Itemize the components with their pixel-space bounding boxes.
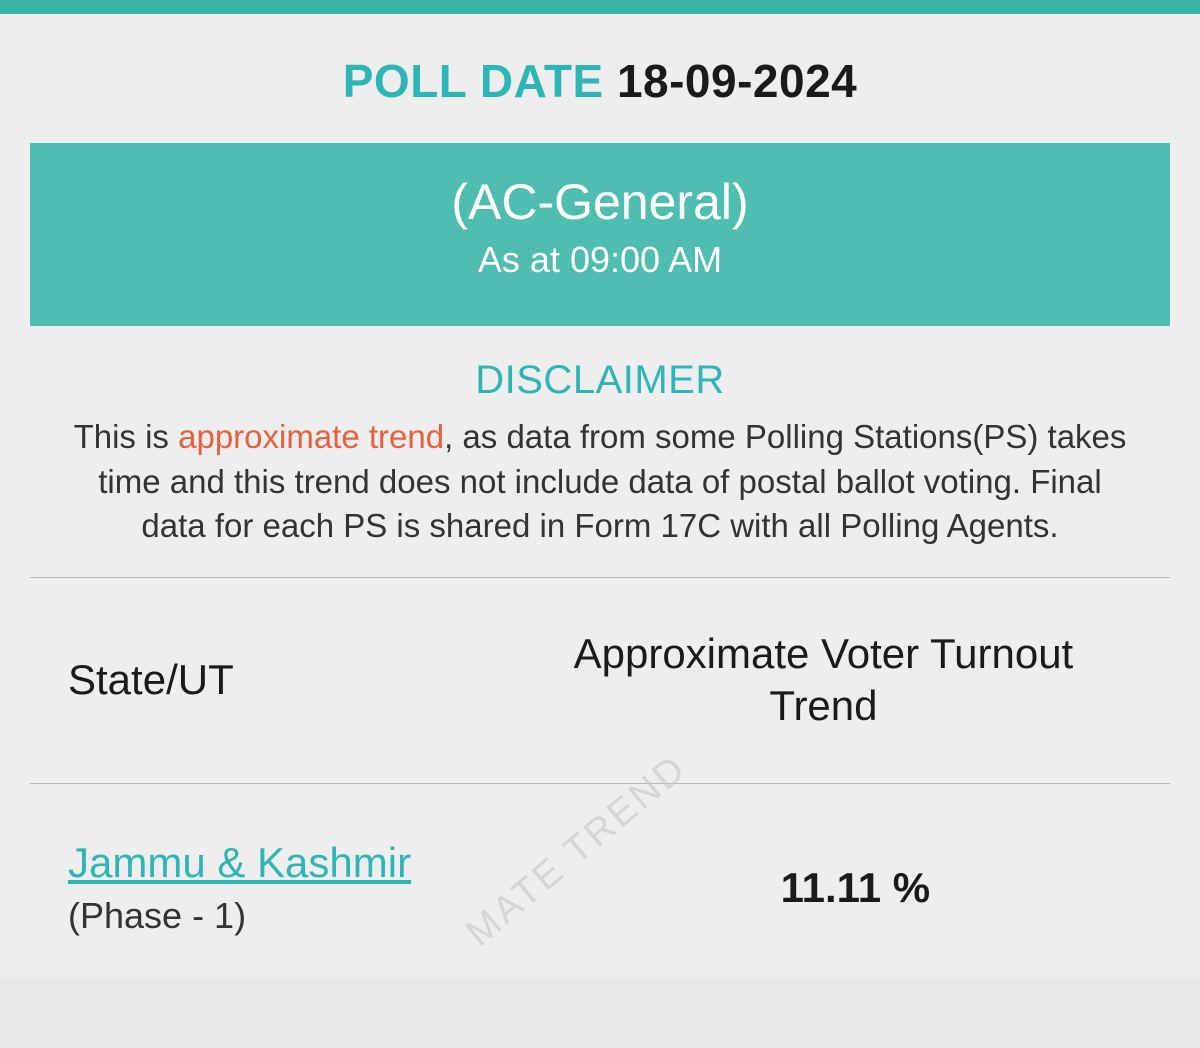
state-link[interactable]: Jammu & Kashmir <box>68 839 411 887</box>
state-cell: Jammu & Kashmir (Phase - 1) <box>68 839 579 937</box>
table-header-row: State/UT Approximate Voter Turnout Trend <box>30 578 1170 784</box>
disclaimer-text-before: This is <box>74 418 179 455</box>
disclaimer-title: DISCLAIMER <box>68 358 1132 403</box>
table-data-row: MATE TREND Jammu & Kashmir (Phase - 1) 1… <box>30 784 1170 977</box>
disclaimer-section: DISCLAIMER This is approximate trend, as… <box>30 326 1170 578</box>
poll-date-value: 18-09-2024 <box>617 55 857 107</box>
disclaimer-text: This is approximate trend, as data from … <box>68 415 1132 549</box>
phase-label: (Phase - 1) <box>68 895 579 937</box>
top-bar <box>0 0 1200 14</box>
poll-date-header: POLL DATE 18-09-2024 <box>0 14 1200 143</box>
election-type-banner: (AC-General) As at 09:00 AM <box>30 143 1170 326</box>
poll-date-label: POLL DATE <box>343 55 604 107</box>
turnout-value: 11.11 % <box>579 839 1132 937</box>
update-time: As at 09:00 AM <box>50 239 1150 281</box>
column-header-turnout: Approximate Voter Turnout Trend <box>515 628 1132 733</box>
main-container: POLL DATE 18-09-2024 (AC-General) As at … <box>0 14 1200 977</box>
column-header-state: State/UT <box>68 628 515 733</box>
election-type-title: (AC-General) <box>50 173 1150 231</box>
disclaimer-highlight: approximate trend <box>178 418 444 455</box>
